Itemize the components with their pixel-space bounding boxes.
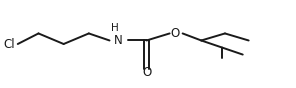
Text: N: N [114,34,123,47]
Text: H: H [111,23,119,33]
Text: O: O [142,66,151,79]
Text: Cl: Cl [4,37,15,51]
Text: O: O [170,27,179,40]
